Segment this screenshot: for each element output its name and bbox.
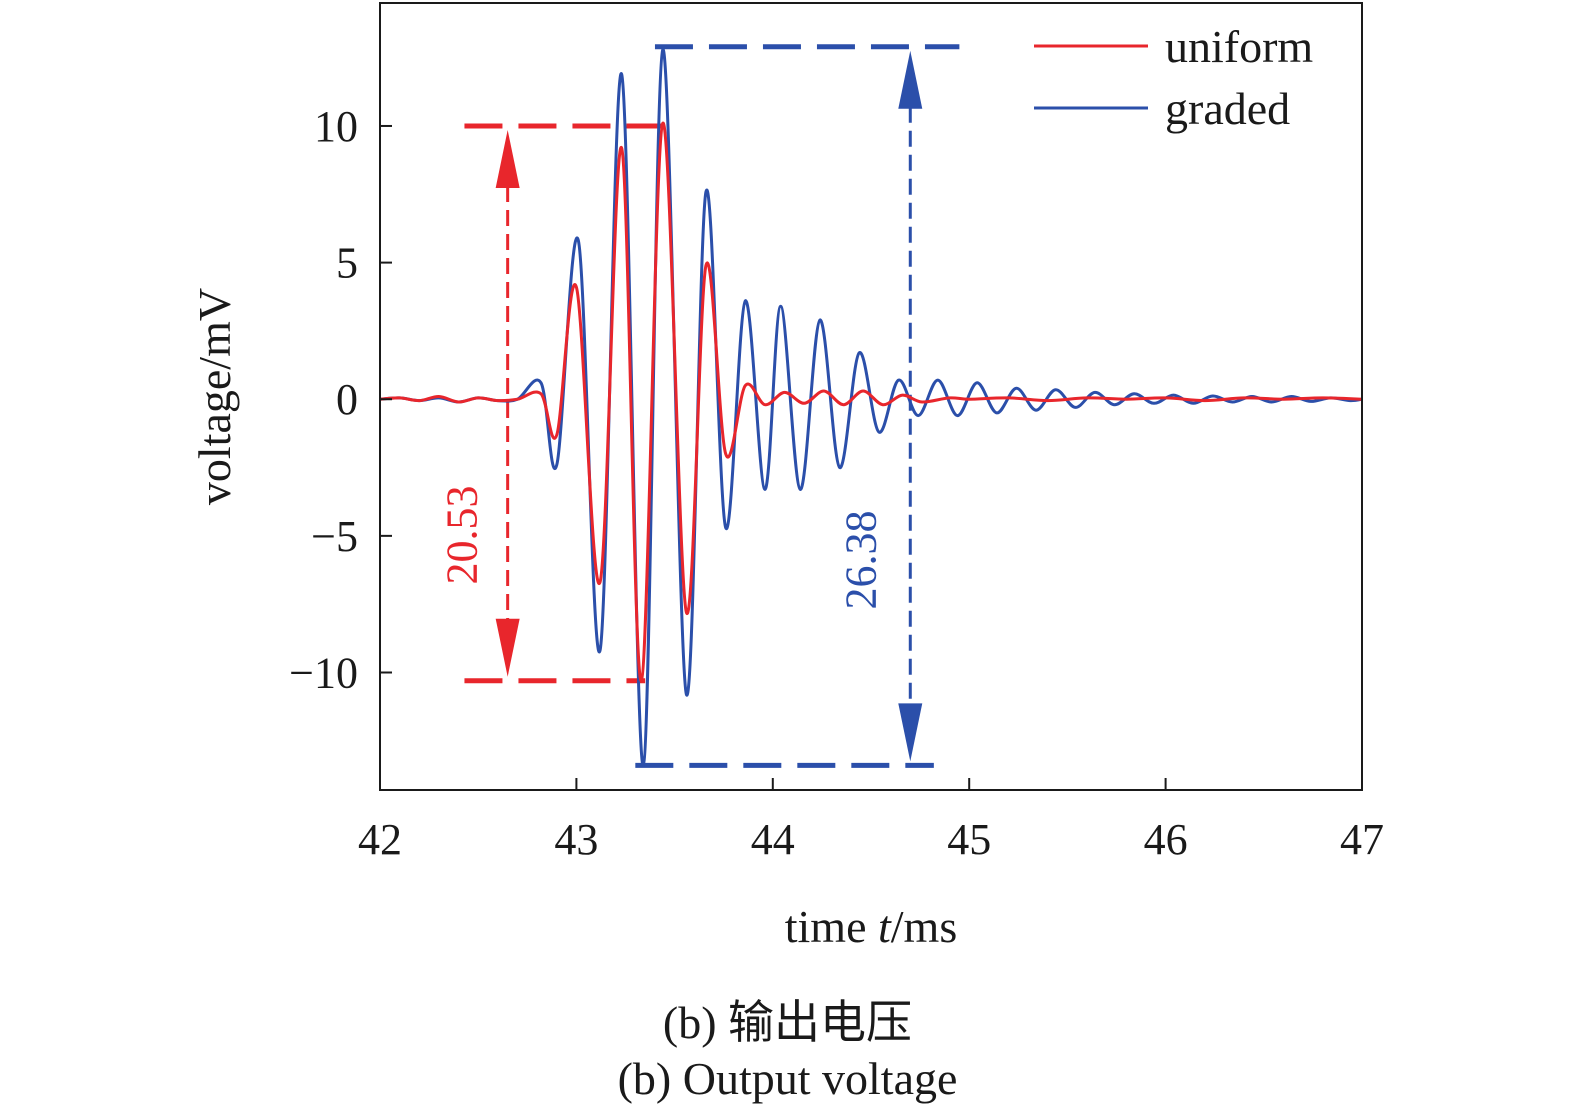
- series-line-uniform: [379, 121, 1363, 683]
- y-tick-label: 10: [314, 102, 358, 151]
- y-axis-title: voltage/mV: [189, 288, 240, 505]
- series: [379, 47, 1363, 767]
- annotation-label: 26.38: [836, 511, 885, 610]
- x-tick-label: 42: [358, 815, 402, 864]
- y-tick-label: −10: [289, 648, 358, 697]
- caption-chinese: (b) 输出电压: [662, 997, 913, 1048]
- annotation-arrow-down: [898, 703, 923, 762]
- annotation-20.53: 20.53: [438, 123, 675, 684]
- annotation-label: 20.53: [438, 486, 487, 585]
- annotation-arrow-up: [495, 129, 520, 188]
- caption-english: (b) Output voltage: [617, 1053, 958, 1104]
- x-tick-label: 44: [751, 815, 795, 864]
- annotation-arrow-down: [495, 618, 520, 677]
- x-tick-label: 47: [1340, 815, 1384, 864]
- series-line-graded: [379, 47, 1363, 767]
- y-tick-label: 0: [336, 375, 358, 424]
- plot-frame: [379, 2, 1363, 791]
- x-tick-label: 46: [1144, 815, 1188, 864]
- y-tick-label: −5: [311, 512, 358, 561]
- x-axis-title-prefix: time: [785, 901, 878, 952]
- legend-label-graded: graded: [1165, 83, 1290, 134]
- legend-label-uniform: uniform: [1165, 21, 1313, 72]
- annotation-arrow-up: [898, 50, 923, 109]
- x-axis-title: time t/ms: [785, 901, 958, 952]
- y-tick-label: 5: [336, 239, 358, 288]
- x-tick-label: 43: [554, 815, 598, 864]
- x-axis-title-suffix: /ms: [891, 901, 957, 952]
- x-tick-label: 45: [947, 815, 991, 864]
- plot-border: [379, 2, 1363, 791]
- legend: uniform graded: [1034, 21, 1313, 134]
- x-axis-title-variable: t: [878, 901, 892, 952]
- y-axis-ticks: 10 5 0 −5 −10: [289, 102, 392, 697]
- x-axis-ticks: 42 43 44 45 46 47: [358, 778, 1384, 864]
